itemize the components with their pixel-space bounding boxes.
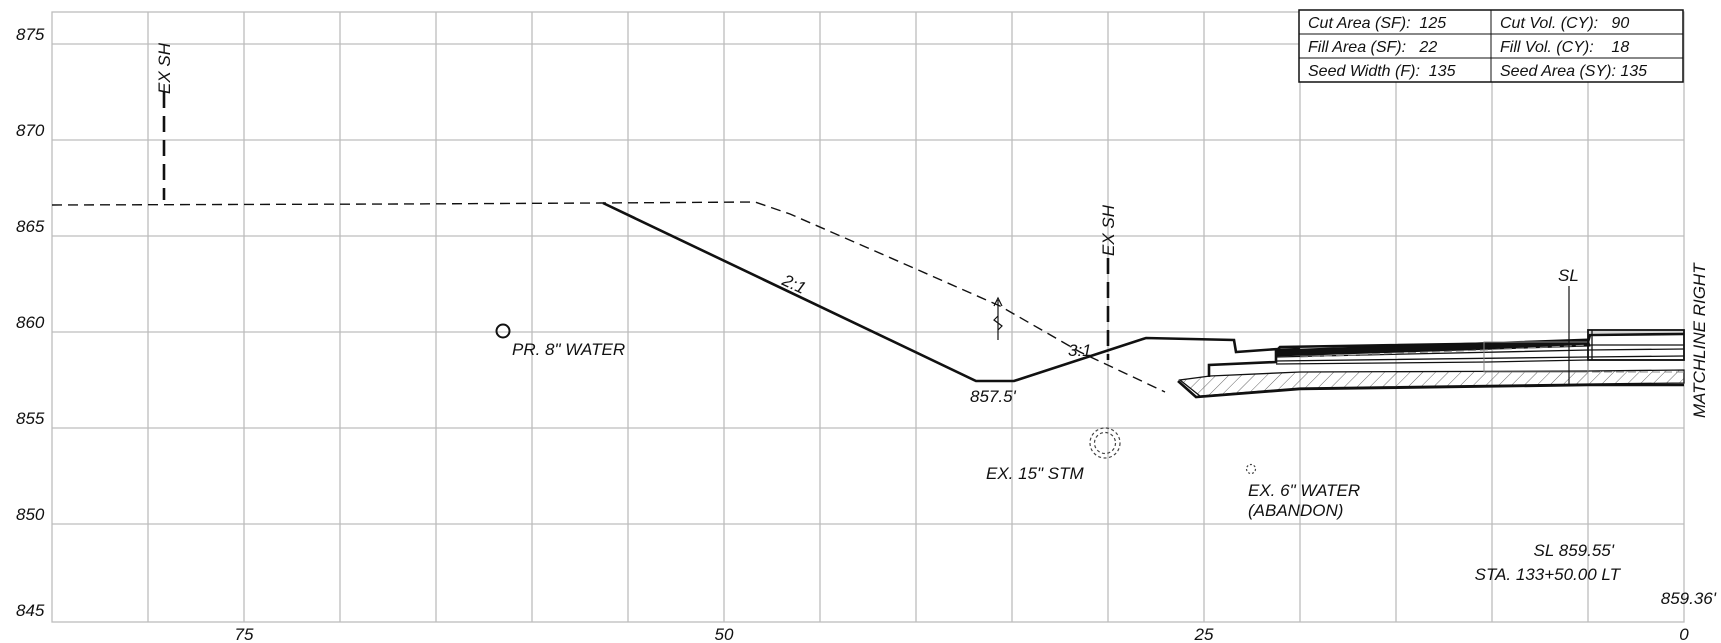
quantity-cell: Fill Area (SF): 22 xyxy=(1308,39,1437,56)
subgrade-line xyxy=(1177,380,1684,399)
proposed-grade-line xyxy=(602,201,1685,383)
offset-axis: 75 50 25 0 xyxy=(235,625,1690,643)
elevation-tick-label: 860 xyxy=(16,313,45,332)
ditch-elevation-label: 857.5' xyxy=(970,387,1017,406)
quantity-cell: Cut Vol. (CY): 90 xyxy=(1500,15,1629,32)
quantity-cell: Seed Width (F): 135 xyxy=(1308,63,1456,80)
quantity-cell: Cut Area (SF): 125 xyxy=(1308,15,1446,32)
elevation-tick-label: 855 xyxy=(16,409,45,428)
offset-tick-label: 50 xyxy=(715,625,734,643)
slope-3-1-label: 3:1 xyxy=(1068,341,1092,360)
elevation-tick-label: 845 xyxy=(16,601,45,620)
offset-tick-label: 0 xyxy=(1679,625,1689,643)
grid xyxy=(51,11,1685,623)
sl-elevation-label: SL 859.55' xyxy=(1534,541,1615,560)
elevation-tick-label: 870 xyxy=(16,121,45,140)
quantity-cell: Seed Area (SY): 135 xyxy=(1500,63,1647,80)
matchline-label: MATCHLINE RIGHT xyxy=(1690,262,1709,418)
cut-indicator-icon xyxy=(993,296,1003,340)
existing-ground-line xyxy=(51,201,1166,393)
ex-sh-mid-label: EX SH xyxy=(1099,204,1118,256)
centerline-elevation-label: 859.36' xyxy=(1661,589,1717,608)
ex-water-label-line2: (ABANDON) xyxy=(1248,501,1343,520)
elevation-tick-label: 865 xyxy=(16,217,45,236)
ex-water-label-line1: EX. 6" WATER xyxy=(1248,481,1360,500)
station-label: STA. 133+50.00 LT xyxy=(1475,565,1622,584)
pr-water-pipe-icon xyxy=(495,323,511,339)
quantity-cell: Fill Vol. (CY): 18 xyxy=(1500,39,1629,56)
grid-border xyxy=(51,11,1685,623)
offset-tick-label: 25 xyxy=(1194,625,1214,643)
slope-2-1-label: 2:1 xyxy=(778,270,808,298)
ex-sh-left-label: EX SH xyxy=(155,42,174,94)
pavement-section xyxy=(1177,329,1685,399)
elevation-axis: 875 870 865 860 855 850 845 xyxy=(16,25,45,620)
ex-stm-label: EX. 15" STM xyxy=(986,464,1085,483)
ex-water-pipe-icon xyxy=(1245,463,1257,475)
sl-label: SL xyxy=(1558,266,1579,285)
offset-tick-label: 75 xyxy=(235,625,254,643)
elevation-tick-label: 850 xyxy=(16,505,45,524)
elevation-tick-label: 875 xyxy=(16,25,45,44)
ex-storm-pipe-icon xyxy=(1089,427,1121,459)
pr-water-label: PR. 8" WATER xyxy=(512,340,625,359)
quantity-table: Cut Area (SF): 125 Cut Vol. (CY): 90 Fil… xyxy=(1298,9,1684,83)
